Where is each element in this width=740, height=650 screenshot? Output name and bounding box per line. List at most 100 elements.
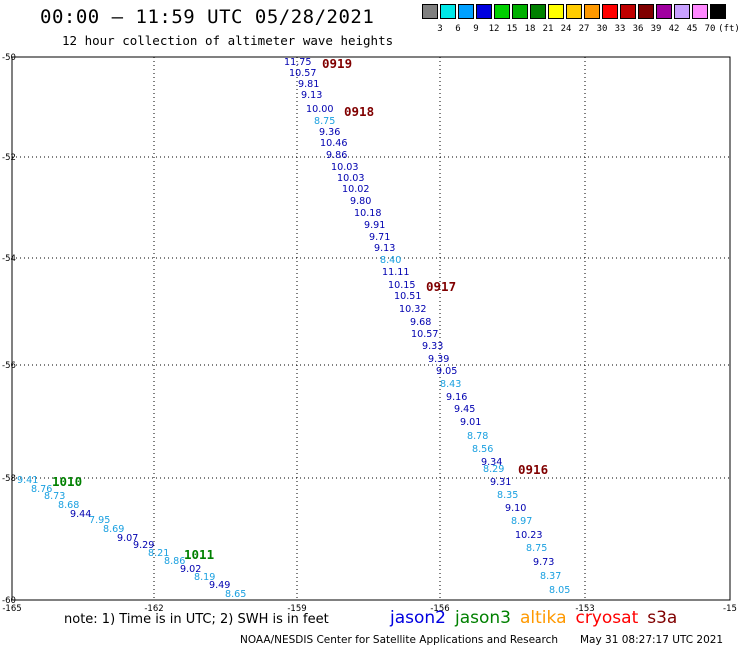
satellite-legend-item: cryosat — [575, 608, 639, 628]
wave-height-value: 9.01 — [460, 417, 481, 428]
wave-height-value: 8.37 — [540, 571, 561, 582]
lat-lon-grid — [12, 57, 730, 600]
color-scale-swatch — [548, 4, 564, 19]
wave-height-value: 8.29 — [483, 464, 504, 475]
page-title: 00:00 – 11:59 UTC 05/28/2021 — [40, 6, 375, 28]
color-scale-label: 30 — [596, 24, 608, 34]
color-scale-swatch — [512, 4, 528, 19]
pass-time-label: 0916 — [518, 462, 548, 477]
wave-height-value: 9.07 — [117, 533, 138, 544]
wave-height-value: 10.00 — [306, 104, 333, 115]
credit-line: NOAA/NESDIS Center for Satellite Applica… — [240, 634, 558, 646]
longitude-tick-label: -159 — [287, 604, 306, 614]
satellite-legend-item: jason2 — [390, 608, 446, 628]
color-scale-label: 39 — [650, 24, 662, 34]
color-scale-label: 36 — [632, 24, 644, 34]
color-scale-label: 42 — [668, 24, 680, 34]
wave-height-value: 9.71 — [369, 232, 390, 243]
wave-height-value: 9.10 — [505, 503, 526, 514]
pass-time-label: 1010 — [52, 474, 82, 489]
wave-height-value: 8.68 — [58, 500, 79, 511]
wave-height-value: 9.13 — [374, 243, 395, 254]
wave-height-value: 10.57 — [411, 329, 438, 340]
wave-height-value: 8.21 — [148, 548, 169, 559]
color-scale-label: 3 — [437, 24, 443, 34]
wave-height-value: 9.31 — [490, 477, 511, 488]
color-scale-swatch — [458, 4, 474, 19]
color-scale-label: 70 — [704, 24, 716, 34]
wave-height-value: 9.41 — [17, 475, 38, 486]
color-scale-swatch — [566, 4, 582, 19]
wave-height-value: 10.15 — [388, 280, 415, 291]
pass-time-labels: 0919 0918 0917 0916 1010 1011 — [52, 56, 548, 562]
color-scale-swatch — [422, 4, 438, 19]
wave-height-value: 9.86 — [326, 150, 347, 161]
wave-height-value: 9.81 — [298, 79, 319, 90]
generated-timestamp: May 31 08:27:17 UTC 2021 — [580, 634, 724, 646]
color-scale-swatch — [440, 4, 456, 19]
color-scale-swatch — [674, 4, 690, 19]
latitude-tick-label: -52 — [2, 153, 16, 163]
longitude-tick-label: -153 — [575, 604, 594, 614]
wave-height-value: 10.32 — [399, 304, 426, 315]
pass-time-label: 0919 — [322, 56, 352, 71]
wave-height-value: 8.56 — [472, 444, 493, 455]
color-scale-label: 12 — [488, 24, 500, 34]
wave-height-value: 10.03 — [337, 173, 364, 184]
footnote: note: 1) Time is in UTC; 2) SWH is in fe… — [64, 612, 329, 627]
wave-height-value: 8.40 — [380, 255, 401, 266]
color-scale-label: 24 — [560, 24, 572, 34]
latitude-tick-label: -50 — [2, 53, 16, 63]
color-scale-swatch — [494, 4, 510, 19]
color-scale-swatch — [692, 4, 708, 19]
wave-height-value: 8.73 — [44, 491, 65, 502]
color-scale-label: 9 — [473, 24, 479, 34]
wave-height-value: 9.13 — [301, 90, 322, 101]
color-scale-swatch — [638, 4, 654, 19]
wave-height-value: 9.36 — [319, 127, 340, 138]
longitude-tick-label: -165 — [2, 604, 21, 614]
wave-height-value: 9.45 — [454, 404, 475, 415]
wave-height-value: 11.11 — [382, 267, 409, 278]
wave-height-value: 9.44 — [70, 509, 91, 520]
wave-height-value: 9.91 — [364, 220, 385, 231]
color-scale-label: 33 — [614, 24, 626, 34]
color-scale-swatch — [584, 4, 600, 19]
wave-height-value: 8.76 — [31, 484, 52, 495]
latitude-tick-label: -56 — [2, 361, 16, 371]
wave-height-value: 10.03 — [331, 162, 358, 173]
wave-height-value: 8.75 — [526, 543, 547, 554]
wave-height-value: 8.69 — [103, 524, 124, 535]
map-frame — [11, 56, 731, 601]
longitude-tick-label: -156 — [430, 604, 449, 614]
wave-height-value: 10.02 — [342, 184, 369, 195]
latitude-tick-label: -60 — [2, 596, 16, 606]
color-scale-swatch — [602, 4, 618, 19]
wave-height-value: 9.34 — [481, 457, 502, 468]
wave-height-value: 8.97 — [511, 516, 532, 527]
wave-height-value: 9.68 — [410, 317, 431, 328]
page-subtitle: 12 hour collection of altimeter wave hei… — [62, 33, 394, 48]
wave-height-value: 11.75 — [284, 57, 311, 68]
latitude-tick-label: -58 — [2, 474, 16, 484]
wave-height-value: 9.29 — [133, 540, 154, 551]
color-scale-label: 27 — [578, 24, 590, 34]
wave-height-value: 9.39 — [428, 354, 449, 365]
satellite-legend-item: jason3 — [455, 608, 511, 628]
color-scale-swatch — [530, 4, 546, 19]
satellite-legend-item: altika — [520, 608, 567, 628]
longitude-tick-label: -162 — [144, 604, 163, 614]
wave-height-value: 9.16 — [446, 392, 467, 403]
pass-time-label: 1011 — [184, 547, 214, 562]
wave-height-value: 10.18 — [354, 208, 381, 219]
satellite-legend-item: s3a — [647, 608, 678, 628]
wave-height-value: 9.02 — [180, 564, 201, 575]
wave-height-value: 9.49 — [209, 580, 230, 591]
pass-time-label: 0917 — [426, 279, 456, 294]
color-scale-swatch — [620, 4, 636, 19]
axis-ticks: -50 -52 -54 -56 -58 -60-165 -162 -159 -156 -153 -1… — [2, 53, 737, 614]
wave-height-value: 9.80 — [350, 196, 371, 207]
satellite-legend: jason2 jason3 altika cryosat s3a — [390, 608, 686, 628]
wave-height-value: 8.19 — [194, 572, 215, 583]
